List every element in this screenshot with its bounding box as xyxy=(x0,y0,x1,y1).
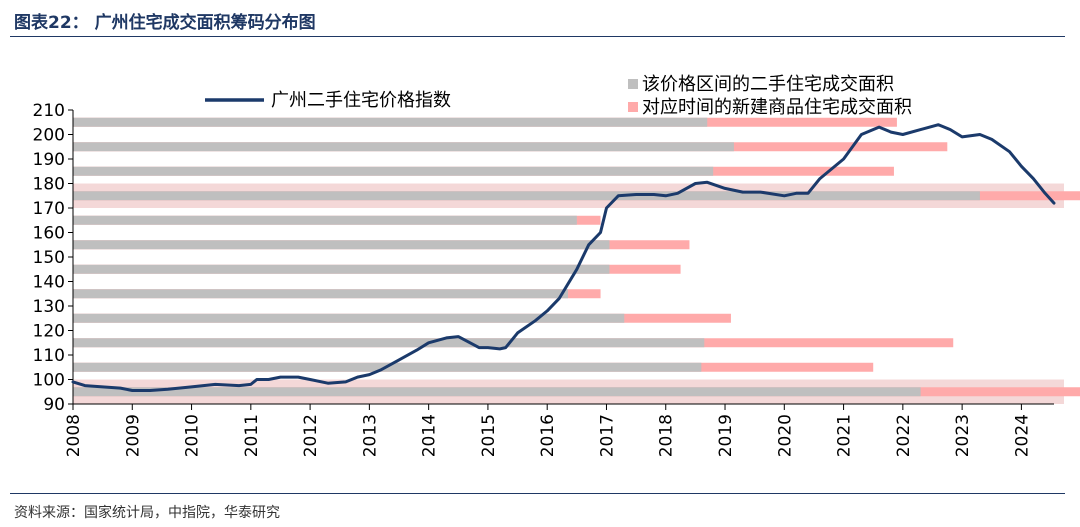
line-group xyxy=(71,123,1056,392)
y-tick-label-7: 160 xyxy=(33,224,65,244)
bar-gray-9 xyxy=(73,338,705,348)
bottom-rule xyxy=(10,493,1065,494)
bar-group xyxy=(73,117,1080,397)
bar-gray-11 xyxy=(73,387,921,397)
y-tick-label-5: 140 xyxy=(33,273,65,293)
y-tick-label-0: 90 xyxy=(43,395,65,415)
bar-gray-3 xyxy=(73,191,980,201)
bar-gray-5 xyxy=(73,240,610,250)
series-line-0 xyxy=(71,123,1056,392)
x-tick-label-12: 2020 xyxy=(775,414,795,457)
axes: 90 100 110 120 130 140 150 160 170 180 190 200 210 20… xyxy=(33,101,1054,457)
x-tick-label-7: 2015 xyxy=(479,414,499,457)
x-tick-label-0: 2008 xyxy=(64,414,84,457)
bar-gray-1 xyxy=(73,142,734,152)
y-tick-label-6: 150 xyxy=(33,248,65,268)
legend-series-label: 广州二手住宅价格指数 xyxy=(271,90,451,111)
legend: 广州二手住宅价格指数 该价格区间的二手住宅成交面积 对应时间的新建商品住宅成交面… xyxy=(205,74,912,118)
y-tick-label-8: 170 xyxy=(33,199,65,219)
y-tick-label-2: 110 xyxy=(33,346,65,366)
bar-gray-8 xyxy=(73,313,625,323)
figure-title: 图表22： 广州住宅成交面积筹码分布图 xyxy=(14,13,316,33)
x-tick-label-8: 2016 xyxy=(538,414,558,457)
x-tick-label-9: 2017 xyxy=(597,414,617,457)
x-tick-label-1: 2009 xyxy=(123,414,143,457)
x-tick-label-6: 2014 xyxy=(420,414,440,457)
x-tick-label-14: 2022 xyxy=(894,414,914,457)
legend-pink-swatch xyxy=(628,102,638,112)
bar-gray-2 xyxy=(73,166,714,176)
bar-gray-7 xyxy=(73,289,568,299)
top-rule xyxy=(10,36,1065,37)
y-tick-label-3: 120 xyxy=(33,322,65,342)
x-tick-label-13: 2021 xyxy=(835,414,855,457)
source-note: 资料来源：国家统计局，中指院，华泰研究 xyxy=(14,505,280,521)
x-tick-label-11: 2019 xyxy=(716,414,736,457)
legend-gray-label: 该价格区间的二手住宅成交面积 xyxy=(642,74,894,95)
y-tick-label-4: 130 xyxy=(33,297,65,317)
x-tick-label-3: 2011 xyxy=(242,414,262,457)
x-tick-label-10: 2018 xyxy=(657,414,677,457)
legend-gray-swatch xyxy=(628,79,638,89)
bar-gray-6 xyxy=(73,264,610,274)
x-tick-label-5: 2013 xyxy=(360,414,380,457)
y-tick-label-9: 180 xyxy=(33,175,65,195)
y-tick-label-1: 100 xyxy=(33,371,65,391)
x-tick-label-2: 2010 xyxy=(183,414,203,457)
legend-pink-label: 对应时间的新建商品住宅成交面积 xyxy=(642,97,912,118)
bar-gray-4 xyxy=(73,215,577,225)
x-tick-label-4: 2012 xyxy=(301,414,321,457)
bar-gray-0 xyxy=(73,117,708,127)
x-tick-label-15: 2023 xyxy=(953,414,973,457)
y-tick-label-12: 210 xyxy=(33,101,65,121)
y-tick-label-11: 200 xyxy=(33,126,65,146)
y-tick-label-10: 190 xyxy=(33,150,65,170)
x-tick-label-16: 2024 xyxy=(1012,414,1032,457)
